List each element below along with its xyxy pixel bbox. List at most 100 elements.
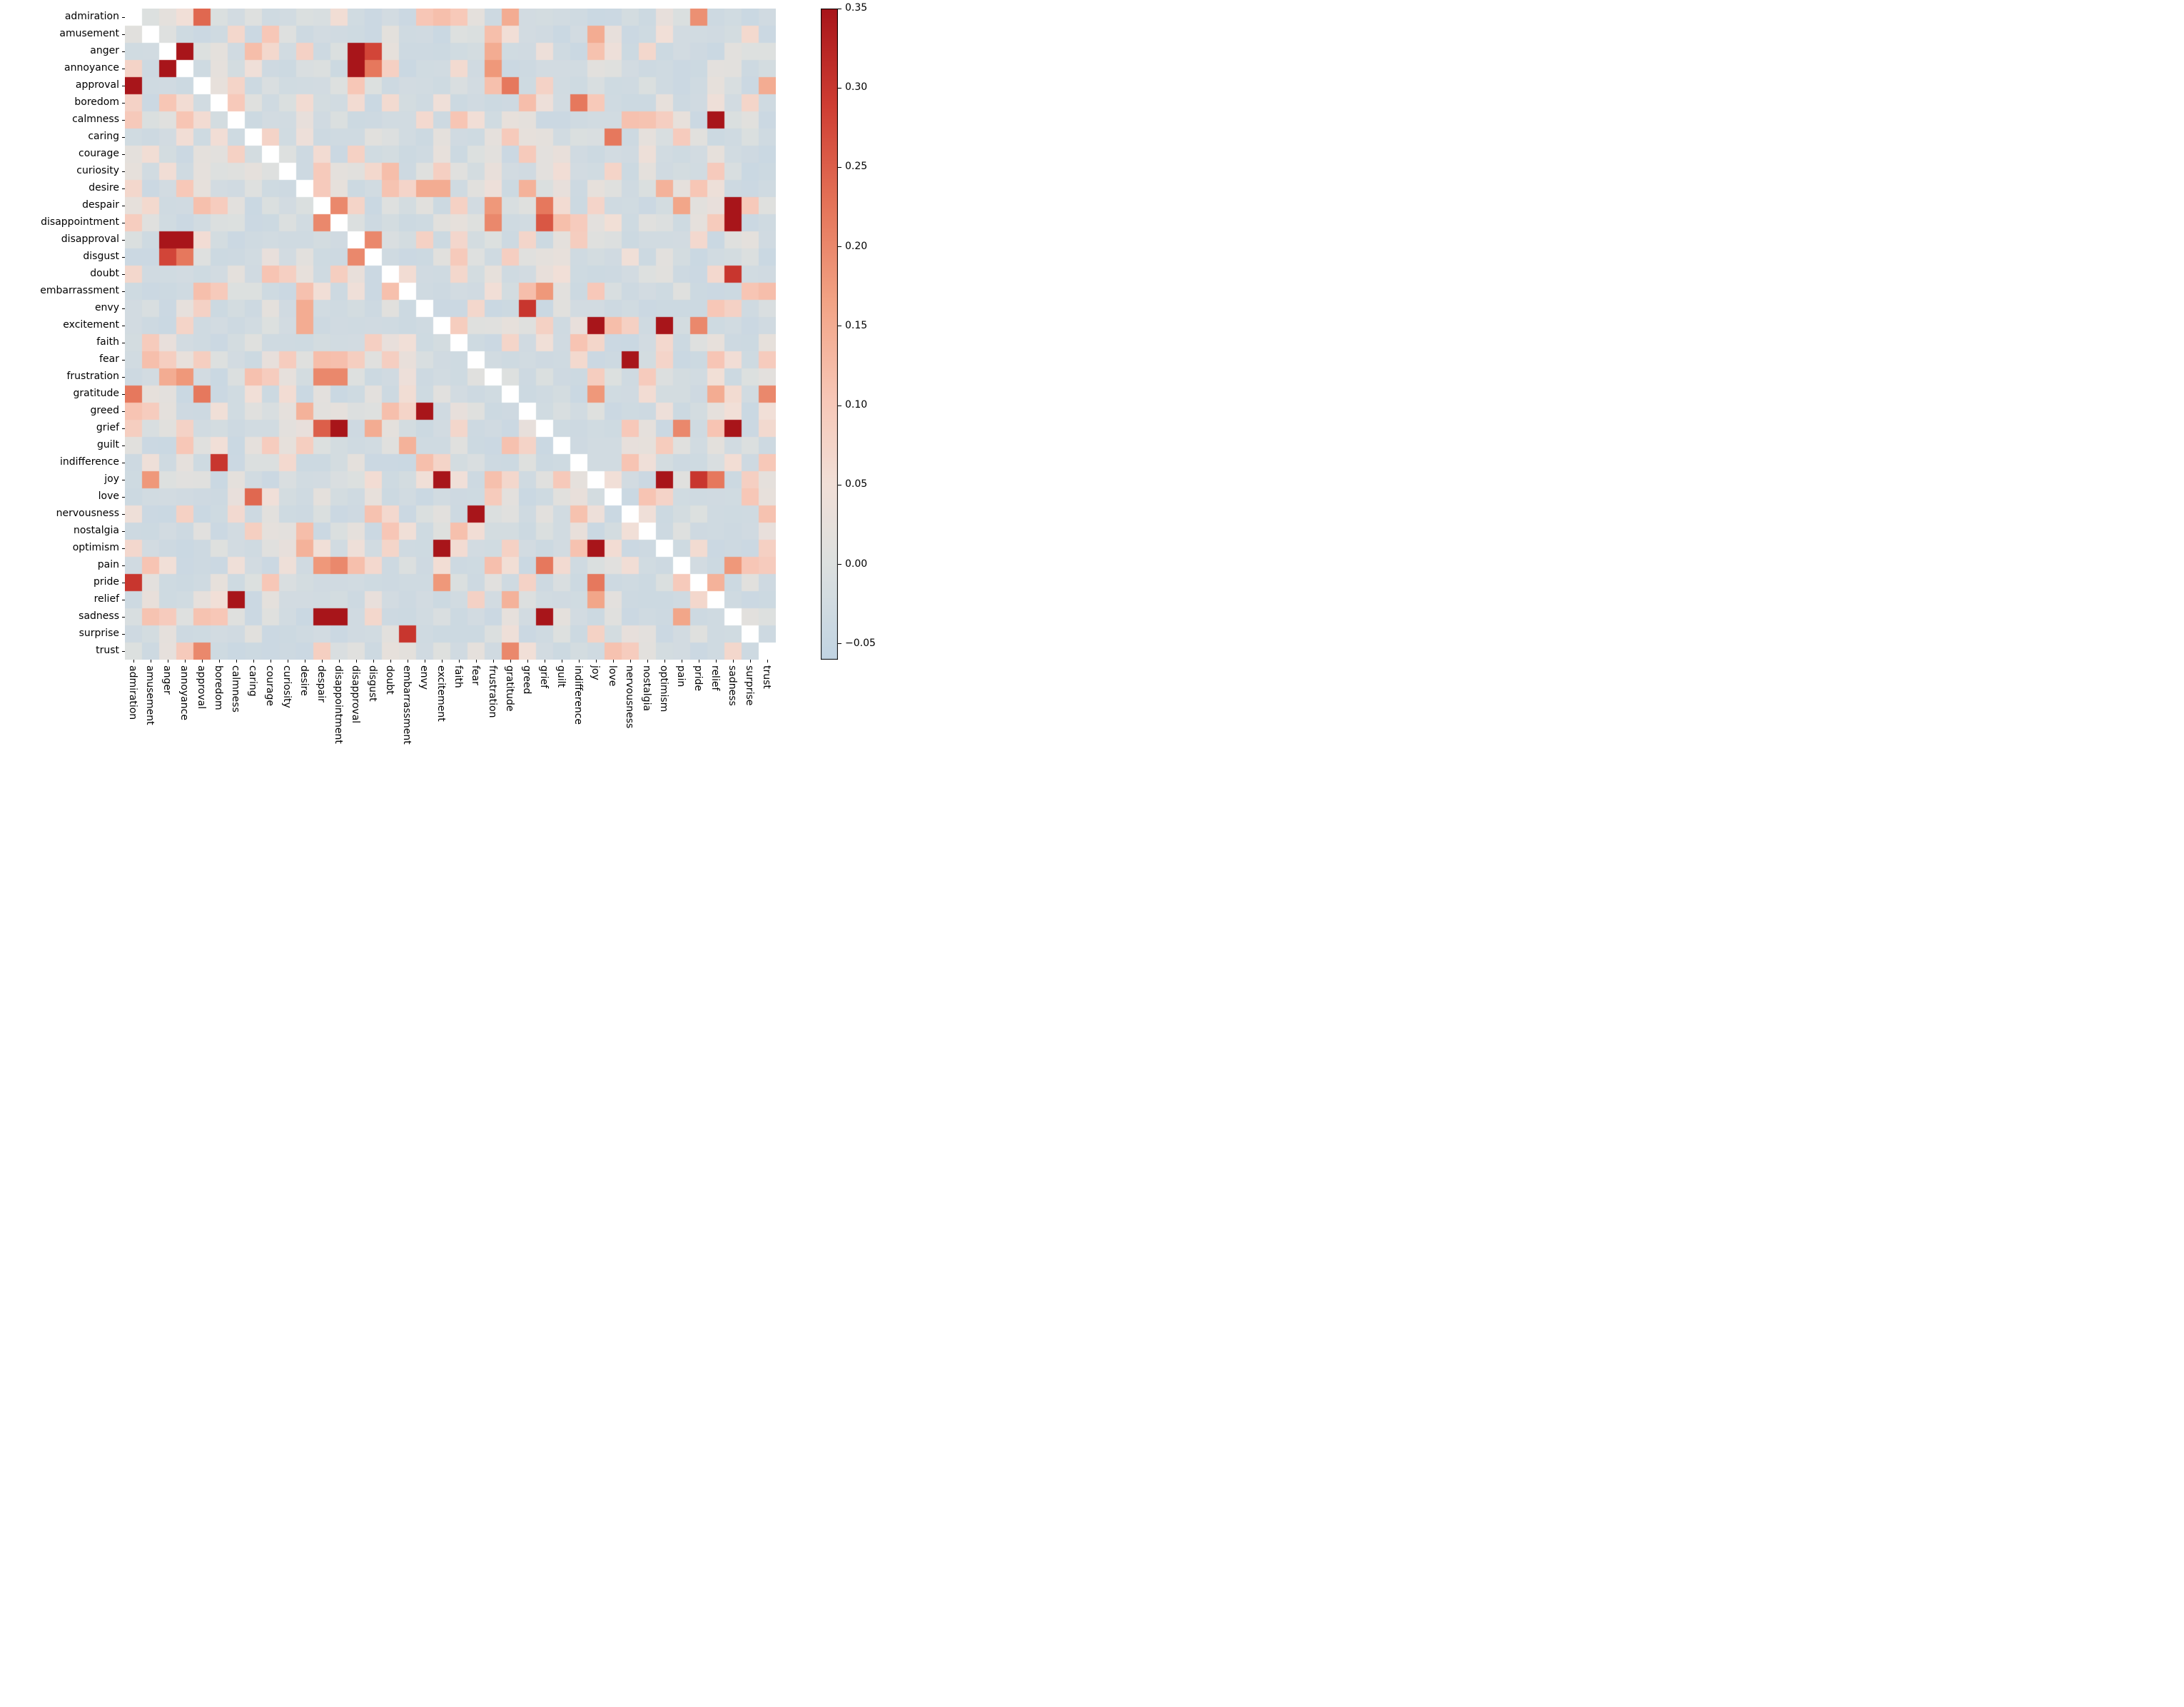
x-tick-label: sadness	[727, 665, 738, 808]
x-tick-label: surprise	[744, 665, 755, 808]
y-tick-mark	[122, 188, 125, 189]
y-tick-label: indifference	[5, 456, 119, 468]
x-tick-label: gratitude	[504, 665, 515, 808]
figure: admirationamusementangerannoyanceapprova…	[0, 0, 1092, 854]
x-tick-mark	[767, 660, 768, 663]
y-tick-mark	[122, 617, 125, 618]
y-tick-label: nervousness	[5, 508, 119, 519]
y-tick-label: disapproval	[5, 233, 119, 245]
y-tick-label: nostalgia	[5, 525, 119, 536]
colorbar-tick-label: 0.10	[845, 399, 867, 411]
x-tick-label: disgust	[367, 665, 378, 808]
colorbar-tick-mark	[838, 643, 841, 644]
x-tick-label: guilt	[555, 665, 567, 808]
x-tick-label: love	[607, 665, 618, 808]
y-tick-label: grief	[5, 422, 119, 433]
y-tick-mark	[122, 394, 125, 395]
x-tick-mark	[510, 660, 511, 663]
y-tick-mark	[122, 531, 125, 532]
x-tick-mark	[390, 660, 391, 663]
colorbar-tick-mark	[838, 167, 841, 168]
y-tick-label: greed	[5, 405, 119, 416]
x-tick-label: annoyance	[178, 665, 190, 808]
x-tick-label: despair	[315, 665, 327, 808]
x-tick-mark	[185, 660, 186, 663]
y-tick-mark	[122, 377, 125, 378]
colorbar-tick-label: 0.30	[845, 81, 867, 93]
x-tick-label: pain	[675, 665, 687, 808]
y-tick-label: envy	[5, 302, 119, 313]
y-tick-label: disgust	[5, 251, 119, 262]
colorbar-tick-mark	[838, 246, 841, 247]
x-tick-label: faith	[453, 665, 464, 808]
x-tick-label: frustration	[487, 665, 498, 808]
y-tick-mark	[122, 428, 125, 429]
y-tick-label: faith	[5, 336, 119, 348]
x-tick-label: relief	[709, 665, 721, 808]
x-tick-mark	[322, 660, 323, 663]
colorbar-tick-mark	[838, 88, 841, 89]
y-tick-label: approval	[5, 79, 119, 91]
y-tick-label: relief	[5, 593, 119, 605]
y-tick-mark	[122, 308, 125, 309]
y-tick-mark	[122, 171, 125, 172]
y-tick-label: calmness	[5, 114, 119, 125]
x-tick-label: amusement	[144, 665, 156, 808]
x-tick-mark	[647, 660, 648, 663]
colorbar-canvas	[821, 9, 838, 660]
y-tick-mark	[122, 497, 125, 498]
x-tick-mark	[219, 660, 220, 663]
x-tick-mark	[236, 660, 237, 663]
x-tick-mark	[459, 660, 460, 663]
y-tick-label: anger	[5, 45, 119, 56]
y-tick-label: sadness	[5, 610, 119, 622]
colorbar-tick-mark	[838, 564, 841, 565]
y-tick-label: doubt	[5, 268, 119, 279]
x-tick-mark	[630, 660, 631, 663]
y-tick-label: pride	[5, 576, 119, 588]
x-tick-mark	[750, 660, 751, 663]
y-tick-mark	[122, 257, 125, 258]
colorbar-tick-label: 0.15	[845, 320, 867, 331]
x-tick-label: nostalgia	[641, 665, 652, 808]
x-tick-mark	[664, 660, 665, 663]
y-tick-mark	[122, 240, 125, 241]
x-tick-label: doubt	[384, 665, 395, 808]
x-tick-label: anger	[161, 665, 173, 808]
x-tick-label: trust	[761, 665, 772, 808]
y-tick-label: gratitude	[5, 388, 119, 399]
y-tick-label: joy	[5, 473, 119, 485]
x-tick-label: disapproval	[350, 665, 361, 808]
y-tick-mark	[122, 651, 125, 652]
x-tick-mark	[253, 660, 254, 663]
x-tick-label: curiosity	[281, 665, 293, 808]
y-tick-mark	[122, 514, 125, 515]
x-tick-mark	[356, 660, 357, 663]
x-tick-label: indifference	[572, 665, 584, 808]
y-tick-label: desire	[5, 182, 119, 193]
x-tick-label: grief	[538, 665, 550, 808]
x-tick-label: greed	[521, 665, 532, 808]
x-tick-label: envy	[418, 665, 430, 808]
x-tick-label: joy	[590, 665, 601, 808]
y-tick-label: curiosity	[5, 165, 119, 176]
y-tick-label: amusement	[5, 28, 119, 39]
y-tick-mark	[122, 154, 125, 155]
x-tick-mark	[613, 660, 614, 663]
y-tick-mark	[122, 634, 125, 635]
y-tick-label: optimism	[5, 542, 119, 553]
y-tick-label: disappointment	[5, 216, 119, 228]
colorbar-tick-label: 0.35	[845, 2, 867, 14]
x-tick-mark	[493, 660, 494, 663]
y-tick-mark	[122, 17, 125, 18]
x-tick-label: nervousness	[624, 665, 635, 808]
y-tick-mark	[122, 137, 125, 138]
x-tick-mark	[202, 660, 203, 663]
x-tick-mark	[133, 660, 134, 663]
y-tick-mark	[122, 548, 125, 549]
y-tick-label: embarrassment	[5, 285, 119, 296]
y-tick-label: despair	[5, 199, 119, 211]
x-tick-label: embarrassment	[401, 665, 413, 808]
x-tick-mark	[339, 660, 340, 663]
y-tick-label: courage	[5, 148, 119, 159]
